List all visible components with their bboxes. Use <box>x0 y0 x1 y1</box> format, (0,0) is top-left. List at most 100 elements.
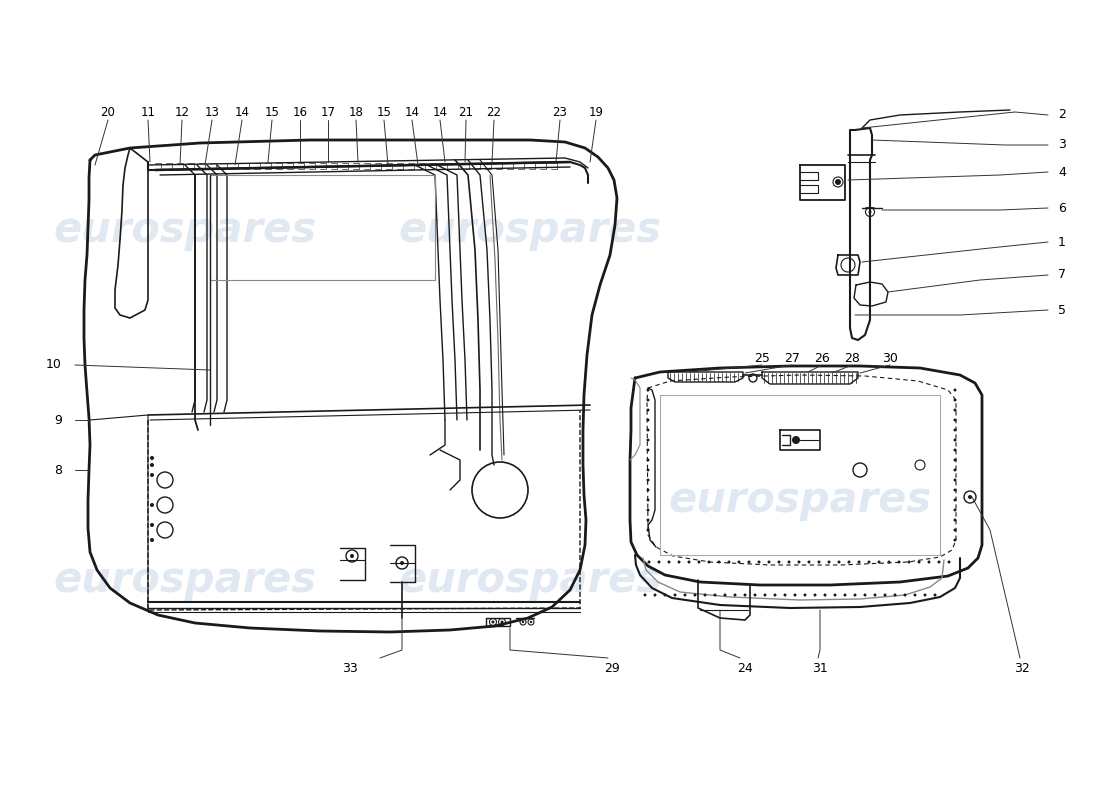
Text: 10: 10 <box>46 358 62 371</box>
Circle shape <box>647 489 649 491</box>
Circle shape <box>954 409 957 411</box>
Text: 3: 3 <box>1058 138 1066 151</box>
Circle shape <box>927 561 931 563</box>
Circle shape <box>668 561 671 563</box>
Circle shape <box>917 561 921 563</box>
Circle shape <box>834 594 836 597</box>
Circle shape <box>954 449 957 451</box>
Circle shape <box>678 561 681 563</box>
Circle shape <box>758 561 760 563</box>
Circle shape <box>492 621 495 623</box>
Text: 33: 33 <box>342 662 358 674</box>
Circle shape <box>647 469 649 471</box>
Circle shape <box>763 594 767 597</box>
Circle shape <box>858 561 860 563</box>
Text: 7: 7 <box>1058 269 1066 282</box>
Text: 14: 14 <box>432 106 448 118</box>
Circle shape <box>707 561 711 563</box>
Circle shape <box>873 594 877 597</box>
Circle shape <box>913 594 916 597</box>
Text: 21: 21 <box>459 106 473 118</box>
Text: 20: 20 <box>100 106 116 118</box>
Circle shape <box>724 594 726 597</box>
Circle shape <box>658 561 660 563</box>
Circle shape <box>903 594 906 597</box>
Circle shape <box>817 561 821 563</box>
Circle shape <box>748 561 750 563</box>
Circle shape <box>837 561 840 563</box>
Circle shape <box>954 489 957 491</box>
Circle shape <box>798 561 801 563</box>
Circle shape <box>844 594 847 597</box>
Circle shape <box>807 561 811 563</box>
Circle shape <box>768 561 770 563</box>
Circle shape <box>647 449 649 451</box>
Circle shape <box>954 518 957 522</box>
Circle shape <box>693 594 696 597</box>
Text: 11: 11 <box>141 106 155 118</box>
Circle shape <box>954 438 957 442</box>
Circle shape <box>688 561 691 563</box>
Circle shape <box>814 594 816 597</box>
Text: 15: 15 <box>265 106 279 118</box>
Text: 22: 22 <box>486 106 502 118</box>
Text: 12: 12 <box>175 106 189 118</box>
Circle shape <box>954 498 957 502</box>
Text: 32: 32 <box>1014 662 1030 674</box>
Text: 6: 6 <box>1058 202 1066 214</box>
Text: eurospares: eurospares <box>54 559 317 601</box>
Circle shape <box>954 478 957 482</box>
Text: 27: 27 <box>784 351 800 365</box>
Circle shape <box>400 561 404 565</box>
Circle shape <box>647 498 649 502</box>
Circle shape <box>737 561 740 563</box>
Circle shape <box>653 594 657 597</box>
Text: 25: 25 <box>755 351 770 365</box>
Text: 29: 29 <box>604 662 620 674</box>
Circle shape <box>954 389 957 391</box>
Circle shape <box>647 509 649 511</box>
Circle shape <box>883 594 887 597</box>
Text: 2: 2 <box>1058 109 1066 122</box>
Circle shape <box>803 594 806 597</box>
Circle shape <box>644 594 647 597</box>
Circle shape <box>754 594 757 597</box>
Text: eurospares: eurospares <box>54 209 317 251</box>
Circle shape <box>150 463 154 467</box>
Circle shape <box>647 529 649 531</box>
Circle shape <box>793 594 796 597</box>
Circle shape <box>647 398 649 402</box>
Text: eurospares: eurospares <box>398 209 661 251</box>
Circle shape <box>714 594 716 597</box>
Text: 9: 9 <box>54 414 62 426</box>
Circle shape <box>934 594 936 597</box>
Text: 23: 23 <box>552 106 568 118</box>
Circle shape <box>717 561 720 563</box>
Circle shape <box>869 210 871 214</box>
Circle shape <box>500 621 504 623</box>
Circle shape <box>893 594 896 597</box>
Circle shape <box>683 594 686 597</box>
Circle shape <box>854 594 857 597</box>
Circle shape <box>792 436 800 444</box>
Circle shape <box>954 469 957 471</box>
Circle shape <box>847 561 850 563</box>
Circle shape <box>521 621 525 623</box>
Circle shape <box>663 594 667 597</box>
Circle shape <box>704 594 706 597</box>
Circle shape <box>150 538 154 542</box>
Circle shape <box>647 389 649 391</box>
Circle shape <box>868 561 870 563</box>
Circle shape <box>788 561 791 563</box>
Circle shape <box>835 179 842 185</box>
Circle shape <box>734 594 737 597</box>
Circle shape <box>647 409 649 411</box>
Circle shape <box>697 561 701 563</box>
Circle shape <box>827 561 830 563</box>
Circle shape <box>824 594 826 597</box>
Circle shape <box>968 495 972 499</box>
Text: 1: 1 <box>1058 235 1066 249</box>
Circle shape <box>954 538 957 542</box>
Circle shape <box>908 561 911 563</box>
Text: 28: 28 <box>844 351 860 365</box>
